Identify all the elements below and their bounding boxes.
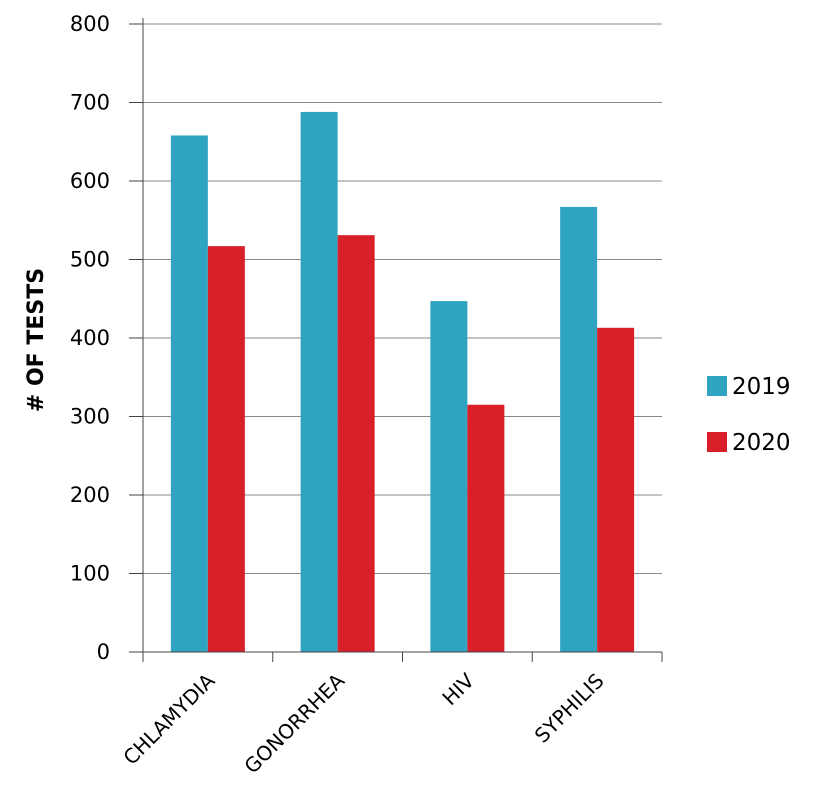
legend-label-2019: 2019: [732, 374, 791, 400]
bar-2020-chlamydia: [207, 246, 245, 652]
y-tick-label: 100: [70, 562, 110, 586]
legend-swatch-2019: [707, 376, 727, 396]
y-tick-label: 300: [70, 405, 110, 429]
bars: [170, 111, 635, 653]
bar-2020-syphilis: [597, 327, 635, 652]
bar-2020-hiv: [467, 404, 505, 652]
y-tick-label: 0: [97, 640, 110, 664]
y-tick-label: 400: [70, 326, 110, 350]
legend-swatch-2020: [707, 432, 727, 452]
legend: 2019 2020: [707, 374, 791, 456]
bar-2019-hiv: [430, 301, 468, 652]
y-axis-title: # OF TESTS: [24, 268, 49, 412]
y-tick-label: 700: [70, 91, 110, 115]
y-tick-label: 800: [70, 12, 110, 36]
x-tick-label: HIV: [437, 668, 479, 710]
y-tick-label: 200: [70, 483, 110, 507]
y-tick-label: 600: [70, 169, 110, 193]
legend-label-2020: 2020: [732, 430, 791, 456]
bar-2019-gonorrhea: [300, 111, 338, 653]
y-tick-label: 500: [70, 248, 110, 272]
x-tick-label: CHLAMYDIA: [118, 668, 219, 769]
x-tick-label: SYPHILIS: [530, 669, 609, 748]
x-tick-label: GONORRHEA: [239, 668, 349, 778]
bar-2019-chlamydia: [170, 135, 208, 653]
bar-2020-gonorrhea: [337, 235, 375, 653]
bar-2019-syphilis: [560, 206, 598, 652]
